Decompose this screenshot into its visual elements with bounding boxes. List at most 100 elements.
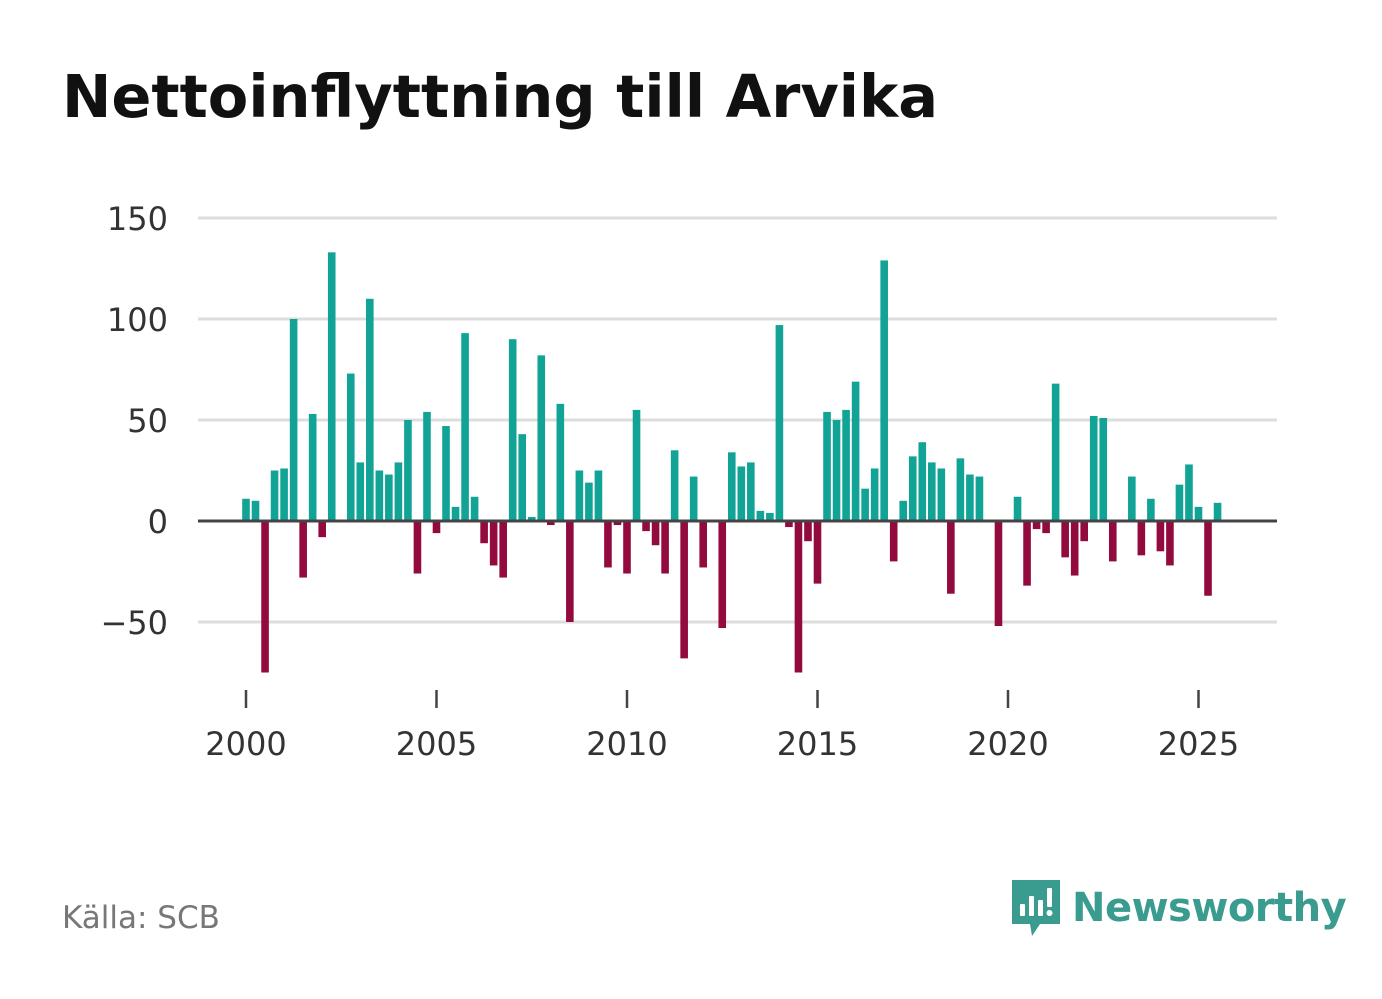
bar — [880, 260, 888, 521]
bar — [1156, 521, 1165, 552]
bar — [385, 474, 393, 521]
bar — [1185, 464, 1193, 521]
bar — [756, 510, 765, 521]
bar — [794, 521, 803, 673]
bar — [1128, 476, 1136, 521]
bar — [413, 521, 422, 574]
bar — [366, 298, 374, 521]
bar — [270, 470, 279, 521]
bar — [251, 500, 260, 521]
bar — [889, 521, 898, 562]
bar — [308, 413, 317, 521]
bar — [804, 521, 812, 542]
source-note: Källa: SCB — [62, 900, 220, 936]
bar — [1147, 498, 1155, 521]
newsworthy-logo-icon — [1012, 880, 1060, 936]
bar — [651, 521, 660, 546]
bar — [1061, 521, 1069, 558]
bar — [928, 462, 936, 521]
bar — [346, 373, 355, 521]
bar — [289, 319, 298, 521]
bar — [1023, 521, 1031, 586]
bar — [537, 355, 546, 521]
x-axis-ticks: 2000 2005 2010 2015 2020 2025 — [205, 690, 1239, 763]
bar — [842, 409, 850, 521]
y-tick-label: 150 — [107, 200, 168, 238]
bar — [727, 452, 736, 521]
chart-title: Nettoinflyttning till Arvika — [62, 62, 939, 131]
bar — [432, 521, 441, 534]
bar — [861, 488, 869, 521]
bar — [1194, 506, 1203, 521]
bar — [670, 450, 679, 521]
bar — [1051, 383, 1060, 521]
bar — [280, 468, 288, 521]
bar — [994, 521, 1003, 627]
bar — [680, 521, 688, 659]
bar — [642, 521, 650, 532]
bar — [699, 521, 707, 568]
bar — [575, 470, 584, 521]
bar — [480, 521, 488, 544]
x-tick-label: 2025 — [1158, 725, 1239, 763]
bar — [747, 462, 755, 521]
bar — [718, 521, 727, 629]
y-axis-ticks: 150 100 50 0 −50 — [100, 200, 168, 642]
bar — [766, 512, 774, 521]
bar — [356, 462, 365, 521]
bar — [508, 339, 517, 521]
bar — [451, 506, 460, 521]
x-tick-label: 2015 — [777, 725, 858, 763]
bar — [813, 521, 822, 584]
bar — [1213, 502, 1222, 521]
bar — [261, 521, 269, 673]
bar — [737, 466, 746, 521]
bar — [956, 458, 965, 521]
bar — [623, 521, 631, 574]
x-tick-label: 2010 — [586, 725, 667, 763]
bar — [785, 521, 793, 528]
y-tick-label: 100 — [107, 301, 168, 339]
bar — [1175, 484, 1184, 521]
bar — [327, 252, 336, 521]
bar — [518, 434, 527, 521]
bar — [242, 498, 250, 521]
bar — [585, 482, 593, 521]
bar — [661, 521, 669, 574]
bar — [604, 521, 612, 568]
bar — [404, 420, 412, 521]
bar — [423, 411, 431, 521]
bar — [470, 496, 479, 521]
bar — [918, 442, 927, 521]
bar — [832, 420, 841, 521]
bar — [1080, 521, 1088, 542]
bar — [461, 333, 469, 521]
bar — [1013, 496, 1022, 521]
bar — [1166, 521, 1174, 566]
bar — [556, 403, 565, 521]
brand-logo: Newsworthy — [1010, 878, 1347, 938]
y-tick-label: −50 — [100, 604, 168, 642]
bar — [775, 325, 784, 521]
bar — [1099, 417, 1108, 521]
bar — [947, 521, 955, 594]
bar — [566, 521, 574, 622]
bar — [442, 426, 450, 521]
bar — [937, 468, 946, 521]
brand-name: Newsworthy — [1072, 885, 1347, 931]
bar — [689, 476, 698, 521]
bar — [613, 521, 622, 526]
bar — [899, 500, 908, 521]
bars — [242, 252, 1222, 673]
bar — [1204, 521, 1212, 596]
bar — [318, 521, 326, 538]
bar — [375, 470, 384, 521]
bar — [527, 516, 536, 521]
x-tick-label: 2005 — [396, 725, 477, 763]
y-tick-label: 50 — [127, 402, 168, 440]
bar — [1137, 521, 1146, 556]
bar — [632, 409, 641, 521]
bar — [594, 470, 603, 521]
x-tick-label: 2020 — [967, 725, 1048, 763]
bar — [1070, 521, 1079, 576]
